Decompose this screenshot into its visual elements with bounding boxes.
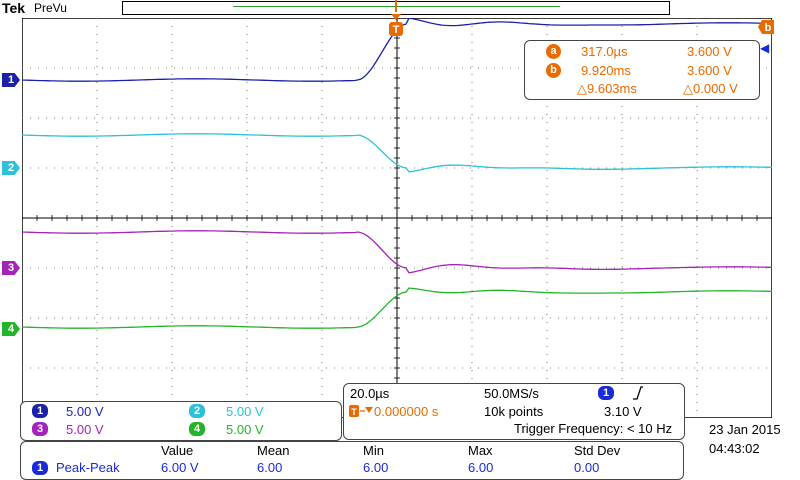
channel-2-marker[interactable]: 2 <box>2 161 20 175</box>
measurement-header-value: Value <box>161 443 194 458</box>
cursor-delta-voltage: △0.000 V <box>683 81 738 96</box>
measurement-panel[interactable]: Value Mean Min Max Std Dev 1 Peak-Peak 6… <box>20 441 684 480</box>
measurement-max: 6.00 <box>468 460 494 475</box>
channel-2-scale[interactable]: 5.00 V <box>226 404 264 419</box>
time-readout: 04:43:02 <box>709 441 760 456</box>
trigger-marker-icon[interactable]: T <box>388 0 404 38</box>
svg-text:T: T <box>351 407 357 417</box>
cursor-a-icon: a <box>546 44 561 59</box>
svg-text:T: T <box>393 24 400 36</box>
channel-4-scale[interactable]: 5.00 V <box>226 422 264 437</box>
trigger-position-readout[interactable]: 0.000000 s <box>374 404 439 419</box>
channel-2-badge[interactable]: 2 <box>189 404 205 418</box>
measurement-mean: 6.00 <box>257 460 283 475</box>
channel-3-scale[interactable]: 5.00 V <box>66 422 104 437</box>
cursor-a-voltage: 3.600 V <box>687 44 732 59</box>
acquisition-mode: PreVu <box>34 1 67 15</box>
channel-4-waveform <box>22 287 772 329</box>
trigger-source-badge[interactable]: 1 <box>598 386 614 400</box>
channel-1-scale[interactable]: 5.00 V <box>66 404 104 419</box>
channel-3-badge[interactable]: 3 <box>32 422 48 436</box>
cursor-b-voltage: 3.600 V <box>687 63 732 78</box>
measurement-header-max: Max <box>468 443 493 458</box>
channel-3-waveform <box>22 230 772 274</box>
trigger-frequency-readout: Trigger Frequency: < 10 Hz <box>514 421 673 436</box>
trigger-position-icon: T <box>349 405 373 417</box>
cursor-b-icon: b <box>546 63 561 78</box>
channel-1-marker[interactable]: 1 <box>2 73 20 87</box>
cursor-b-marker-icon[interactable]: b <box>758 20 774 34</box>
cursor-delta-time: △9.603ms <box>577 81 637 96</box>
datetime-panel: 23 Jan 2015 04:43:02 <box>685 418 797 460</box>
channel-3-marker[interactable]: 3 <box>2 261 20 275</box>
date-readout: 23 Jan 2015 <box>709 422 781 437</box>
cursor-b-time: 9.920ms <box>581 63 631 78</box>
brand-logo: Tek <box>2 0 26 16</box>
channel-1-badge[interactable]: 1 <box>32 404 48 418</box>
svg-text:b: b <box>765 22 772 34</box>
measurement-min: 6.00 <box>363 460 389 475</box>
measurement-header-mean: Mean <box>257 443 290 458</box>
sample-rate-readout: 50.0MS/s <box>484 386 539 401</box>
trigger-level-readout[interactable]: 3.10 V <box>604 404 642 419</box>
channel-2-waveform <box>22 133 772 173</box>
record-length-readout: 10k points <box>484 404 544 419</box>
channel-scale-panel[interactable]: 1 5.00 V 2 5.00 V 3 5.00 V 4 5.00 V <box>20 401 342 441</box>
measurement-name[interactable]: Peak-Peak <box>56 460 120 475</box>
measurement-stddev: 0.00 <box>574 460 600 475</box>
cursor-readout-panel[interactable]: a 317.0µs 3.600 V b 9.920ms 3.600 V △9.6… <box>524 40 760 100</box>
channel-4-badge[interactable]: 4 <box>189 422 205 436</box>
measurement-header-stddev: Std Dev <box>574 443 621 458</box>
rising-edge-icon <box>633 386 643 400</box>
timebase-readout[interactable]: 20.0µs <box>350 386 390 401</box>
cursor-a-time: 317.0µs <box>581 44 628 59</box>
measurement-value: 6.00 V <box>161 460 199 475</box>
horizontal-trigger-panel[interactable]: 20.0µs 50.0MS/s 1 T 0.000000 s 10k point… <box>343 383 685 440</box>
channel-4-marker[interactable]: 4 <box>2 322 20 336</box>
measurement-channel-badge[interactable]: 1 <box>32 461 48 475</box>
measurement-header-min: Min <box>363 443 384 458</box>
trigger-level-arrow-icon: ◀ <box>760 41 770 55</box>
